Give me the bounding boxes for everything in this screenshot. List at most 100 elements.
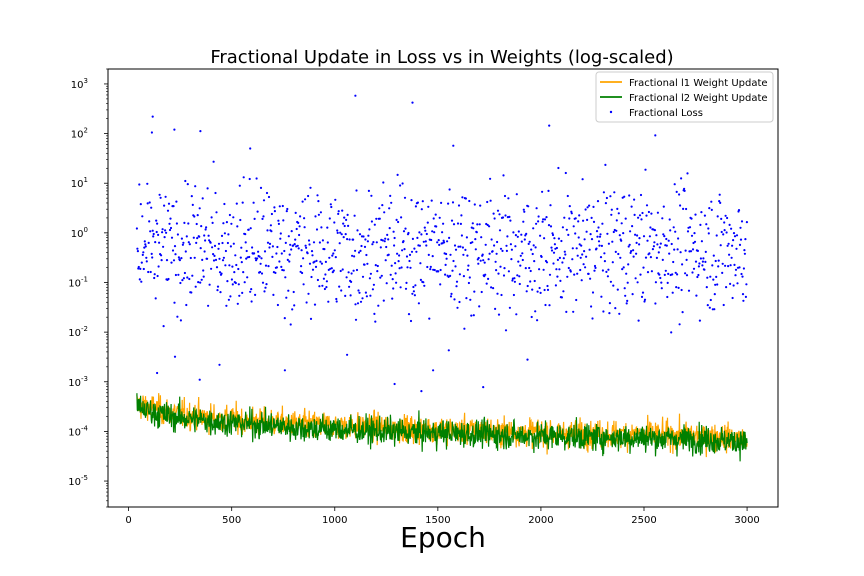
loss-point — [173, 301, 176, 304]
loss-point — [462, 275, 465, 278]
loss-point — [372, 283, 375, 286]
loss-point — [324, 273, 327, 276]
loss-point — [662, 205, 665, 208]
loss-point — [666, 281, 669, 284]
loss-point — [423, 284, 426, 287]
loss-point — [239, 218, 242, 222]
loss-point — [405, 255, 409, 258]
loss-point — [284, 276, 287, 279]
loss-point — [405, 281, 408, 284]
loss-point — [426, 221, 429, 224]
loss-point — [505, 244, 508, 247]
loss-point — [359, 300, 363, 303]
loss-point — [680, 177, 683, 180]
loss-point — [702, 257, 705, 260]
loss-point — [679, 251, 682, 254]
loss-point — [188, 243, 191, 246]
loss-point — [513, 280, 517, 283]
loss-point — [694, 260, 698, 263]
loss-point — [521, 252, 524, 255]
loss-point — [651, 248, 655, 251]
loss-point — [368, 277, 371, 280]
loss-point — [510, 248, 513, 251]
loss-point — [305, 246, 308, 249]
loss-point — [391, 278, 394, 281]
loss-point — [716, 215, 719, 218]
loss-point — [729, 264, 732, 267]
x-tick-label: 500 — [222, 515, 241, 526]
loss-point — [559, 279, 562, 282]
loss-point — [174, 253, 177, 256]
loss-point — [571, 247, 574, 250]
loss-point — [392, 230, 395, 233]
loss-point — [637, 216, 640, 219]
loss-point — [644, 168, 647, 171]
loss-point — [620, 239, 623, 242]
loss-point — [526, 284, 529, 288]
loss-point — [608, 312, 611, 315]
loss-point — [529, 280, 532, 283]
loss-point — [614, 250, 617, 253]
loss-point — [502, 174, 505, 177]
loss-point-outlier — [420, 390, 423, 393]
loss-point — [706, 304, 709, 307]
loss-point — [574, 217, 577, 220]
loss-point — [667, 272, 670, 275]
loss-point — [299, 270, 302, 273]
loss-point — [537, 220, 540, 223]
loss-point — [737, 209, 741, 212]
loss-point — [739, 226, 742, 229]
loss-point — [352, 269, 355, 272]
x-tick-label: 1500 — [425, 515, 450, 526]
loss-point — [151, 229, 154, 232]
loss-point — [465, 297, 468, 300]
loss-point — [216, 285, 220, 288]
loss-point — [719, 201, 722, 204]
loss-point — [152, 235, 155, 238]
loss-point — [605, 270, 608, 273]
loss-point — [165, 231, 168, 234]
loss-point — [403, 248, 406, 251]
loss-point — [730, 227, 733, 230]
loss-point — [632, 249, 635, 252]
loss-point — [740, 220, 744, 223]
loss-point — [713, 293, 716, 296]
loss-point — [154, 297, 157, 300]
loss-point — [659, 276, 662, 280]
loss-point — [347, 224, 350, 227]
loss-point — [393, 244, 396, 247]
loss-point — [497, 313, 501, 316]
loss-point — [660, 281, 663, 284]
loss-point — [531, 252, 534, 256]
loss-point — [251, 246, 254, 249]
loss-point — [615, 229, 618, 232]
loss-point — [449, 274, 452, 277]
loss-point — [573, 273, 576, 276]
loss-point — [553, 243, 557, 246]
loss-point — [592, 220, 596, 223]
loss-point — [328, 217, 331, 220]
loss-point — [401, 182, 404, 185]
loss-point — [381, 239, 384, 242]
loss-point — [422, 281, 425, 284]
loss-point — [532, 244, 535, 247]
loss-point — [707, 232, 710, 235]
loss-point — [627, 245, 630, 248]
loss-point — [578, 243, 581, 246]
loss-point — [206, 187, 209, 190]
loss-point — [554, 284, 558, 287]
loss-point — [636, 234, 639, 237]
loss-point — [694, 213, 697, 216]
loss-point — [317, 213, 320, 216]
loss-point — [512, 293, 516, 297]
loss-point — [514, 245, 517, 248]
loss-point — [238, 184, 241, 187]
loss-point — [633, 213, 636, 216]
loss-point — [220, 234, 224, 237]
loss-point — [261, 217, 264, 220]
loss-point — [172, 259, 176, 262]
loss-point — [406, 266, 409, 269]
loss-point — [596, 235, 599, 238]
loss-point — [684, 249, 687, 252]
